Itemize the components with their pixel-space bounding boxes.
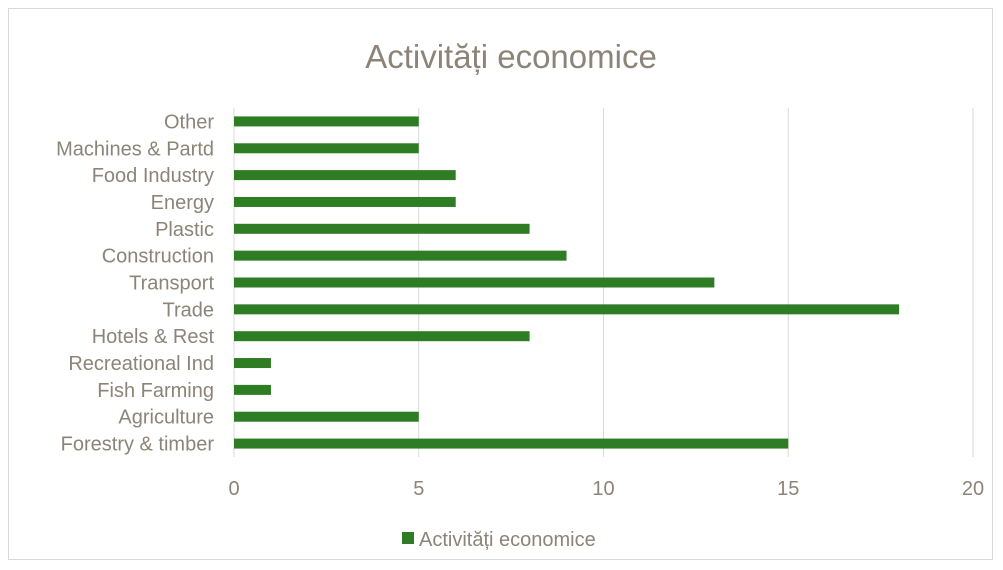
category-labels: Other Machines & Partd Food Industry Energy…	[56, 111, 214, 455]
category-label: Energy	[151, 192, 214, 214]
category-label: Plastic	[155, 219, 214, 241]
x-tick-label: 10	[592, 478, 614, 500]
legend-label: Activități economice	[419, 529, 596, 551]
legend-swatch	[402, 532, 414, 544]
bar	[234, 170, 456, 181]
x-tick-label: 5	[413, 478, 424, 500]
x-tick-label: 20	[962, 478, 984, 500]
category-label: Trade	[162, 299, 214, 321]
category-label: Hotels & Rest	[92, 326, 215, 348]
legend: Activități economice	[402, 529, 596, 551]
category-label: Recreational Ind	[68, 353, 214, 375]
category-label: Food Industry	[92, 165, 214, 187]
bar	[234, 116, 419, 127]
bar	[234, 223, 530, 234]
category-label: Machines & Partd	[56, 138, 214, 160]
category-label: Forestry & timber	[61, 434, 215, 456]
bar	[234, 304, 900, 315]
bar	[234, 438, 789, 449]
bar	[234, 358, 271, 369]
category-label: Construction	[102, 246, 214, 268]
chart-title: Activități economice	[365, 38, 657, 75]
category-label: Fish Farming	[97, 380, 214, 402]
bar	[234, 143, 419, 154]
bars	[234, 116, 900, 449]
bar	[234, 331, 530, 342]
category-label: Transport	[129, 273, 214, 295]
x-tick-label: 0	[228, 478, 239, 500]
bar	[234, 250, 567, 261]
category-label: Other	[164, 111, 214, 133]
x-tick-labels: 0 5 10 15 20	[228, 478, 984, 500]
bar	[234, 411, 419, 422]
x-tick-label: 15	[777, 478, 799, 500]
bar	[234, 277, 715, 288]
bar	[234, 384, 271, 395]
category-label: Agriculture	[118, 407, 214, 429]
bar	[234, 196, 456, 207]
